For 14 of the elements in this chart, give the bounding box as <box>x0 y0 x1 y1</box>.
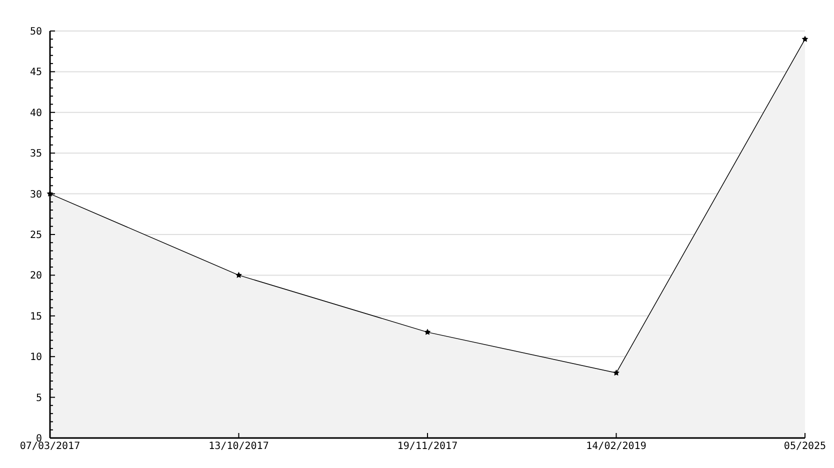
x-tick-label: 14/02/2019 <box>586 441 646 452</box>
y-tick-label: 45 <box>30 67 42 78</box>
x-tick-label: 13/10/2017 <box>208 441 269 452</box>
y-tick-label: 10 <box>30 352 42 364</box>
y-tick-label: 15 <box>30 311 42 322</box>
y-tick-label: 5 <box>36 392 42 404</box>
y-tick-label: 25 <box>30 230 42 241</box>
y-tick-label: 35 <box>30 148 42 160</box>
y-tick-label: 50 <box>30 26 42 38</box>
y-tick-label: 30 <box>30 189 42 200</box>
x-tick-label: 05/2025 <box>784 441 826 452</box>
y-tick-label: 40 <box>30 108 42 119</box>
x-tick-label: 19/11/2017 <box>397 441 458 452</box>
y-tick-label: 20 <box>30 270 42 282</box>
